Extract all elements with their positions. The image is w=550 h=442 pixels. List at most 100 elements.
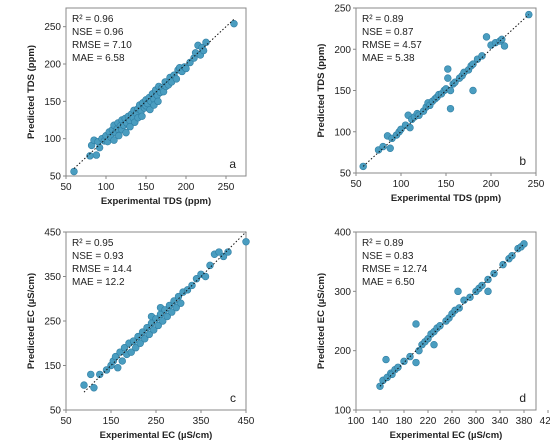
data-point	[111, 352, 120, 361]
data-point	[118, 357, 126, 365]
data-point	[454, 287, 462, 296]
x-tick-label: 50	[60, 416, 72, 427]
data-point	[455, 304, 463, 312]
data-point	[138, 328, 147, 336]
y-axis-title: Predicted TDS (ppm)	[26, 45, 37, 139]
data-point	[490, 269, 498, 278]
x-tick-label: 100	[393, 179, 410, 190]
fit-line	[73, 18, 235, 169]
data-point	[400, 357, 408, 366]
y-tick-label: 400	[334, 228, 351, 239]
data-point	[154, 321, 162, 330]
fit-line	[362, 14, 530, 167]
data-point	[161, 306, 169, 314]
data-point	[436, 322, 444, 330]
y-tick-label: 100	[334, 406, 351, 417]
data-point	[92, 151, 101, 159]
y-axis-title: Predicted TDS (ppm)	[316, 44, 327, 138]
x-tick-label: 380	[516, 416, 533, 427]
x-tick-label: 250	[218, 182, 235, 193]
x-axis-title: Experimental TDS (ppm)	[391, 193, 501, 204]
x-tick-label: 50	[60, 182, 72, 193]
data-point	[230, 19, 238, 28]
panel-letter: d	[519, 391, 526, 405]
x-tick-label: 300	[468, 416, 485, 427]
scatter-panel-d: 100 140 180 220 260 300 340 380 420 100 200 300 400 E…	[316, 228, 550, 442]
x-axis-title: Experimental TDS (ppm)	[101, 196, 211, 207]
data-point	[219, 252, 228, 261]
data-point	[122, 128, 130, 137]
data-point	[446, 86, 455, 95]
x-tick-label: 340	[492, 416, 509, 427]
data-point	[154, 97, 162, 106]
stat-line: MAE = 5.38	[362, 53, 415, 64]
x-tick-label: 100	[98, 182, 115, 193]
stat-line: RMSE = 4.57	[362, 40, 422, 51]
y-tick-label: 250	[44, 317, 61, 328]
data-point	[215, 248, 223, 256]
data-point	[172, 303, 180, 312]
data-point	[525, 10, 533, 19]
y-tick-label: 50	[340, 169, 352, 180]
stat-line: R² = 0.89	[362, 238, 404, 249]
data-point	[172, 75, 181, 83]
stat-line: NSE = 0.93	[72, 251, 124, 262]
x-tick-label: 150	[138, 182, 155, 193]
x-axis-title: Experimental EC (µS/cm)	[390, 430, 503, 441]
data-point	[115, 131, 123, 140]
x-tick-label: 100	[348, 416, 365, 427]
data-point	[174, 292, 183, 301]
data-point	[444, 65, 452, 73]
x-tick-label: 420	[540, 416, 550, 427]
y-tick-label: 200	[334, 45, 351, 56]
data-point	[478, 52, 486, 60]
data-point	[87, 370, 95, 379]
y-tick-label: 50	[50, 172, 62, 183]
x-tick-label: 140	[372, 416, 389, 427]
panel-letter: b	[519, 154, 526, 168]
x-tick-label: 150	[103, 416, 120, 427]
x-tick-label: 260	[444, 416, 461, 427]
y-tick-label: 250	[44, 22, 61, 33]
x-tick-label: 250	[148, 416, 165, 427]
data-point	[224, 248, 232, 256]
fit-line	[83, 231, 247, 393]
data-point	[96, 370, 104, 379]
data-point	[500, 42, 509, 50]
y-tick-label: 150	[334, 86, 351, 97]
data-point	[95, 143, 104, 152]
stat-line: NSE = 0.96	[72, 27, 124, 38]
data-point	[469, 60, 477, 68]
y-tick-label: 100	[334, 127, 351, 138]
stat-line: RMSE = 14.4	[72, 264, 132, 275]
x-tick-label: 150	[438, 179, 455, 190]
data-point	[469, 86, 477, 95]
data-point	[386, 144, 394, 152]
y-tick-label: 100	[44, 134, 61, 145]
data-point	[201, 272, 210, 281]
y-tick-label: 200	[334, 346, 351, 357]
x-tick-label: 450	[238, 416, 255, 427]
data-point	[430, 341, 438, 349]
data-point	[90, 384, 98, 392]
data-point	[397, 125, 405, 133]
data-point	[412, 358, 420, 367]
data-point	[482, 33, 491, 41]
stat-line: MAE = 6.58	[72, 53, 125, 64]
data-point	[192, 275, 201, 283]
scatter-panel-c: 50 150 250 350 450 50 150 250 350 450 Experimental…	[26, 228, 255, 442]
y-tick-label: 450	[44, 228, 61, 239]
x-tick-label: 50	[350, 179, 362, 190]
data-point	[446, 104, 455, 113]
data-point	[394, 363, 402, 371]
data-point	[141, 335, 149, 343]
y-tick-label: 250	[334, 4, 351, 15]
y-tick-label: 300	[334, 287, 351, 298]
plot-frame	[355, 231, 537, 411]
data-point	[145, 330, 153, 339]
y-tick-label: 200	[44, 60, 61, 71]
x-tick-label: 200	[483, 179, 500, 190]
stat-line: NSE = 0.87	[362, 27, 414, 38]
panel-letter: a	[229, 157, 236, 171]
